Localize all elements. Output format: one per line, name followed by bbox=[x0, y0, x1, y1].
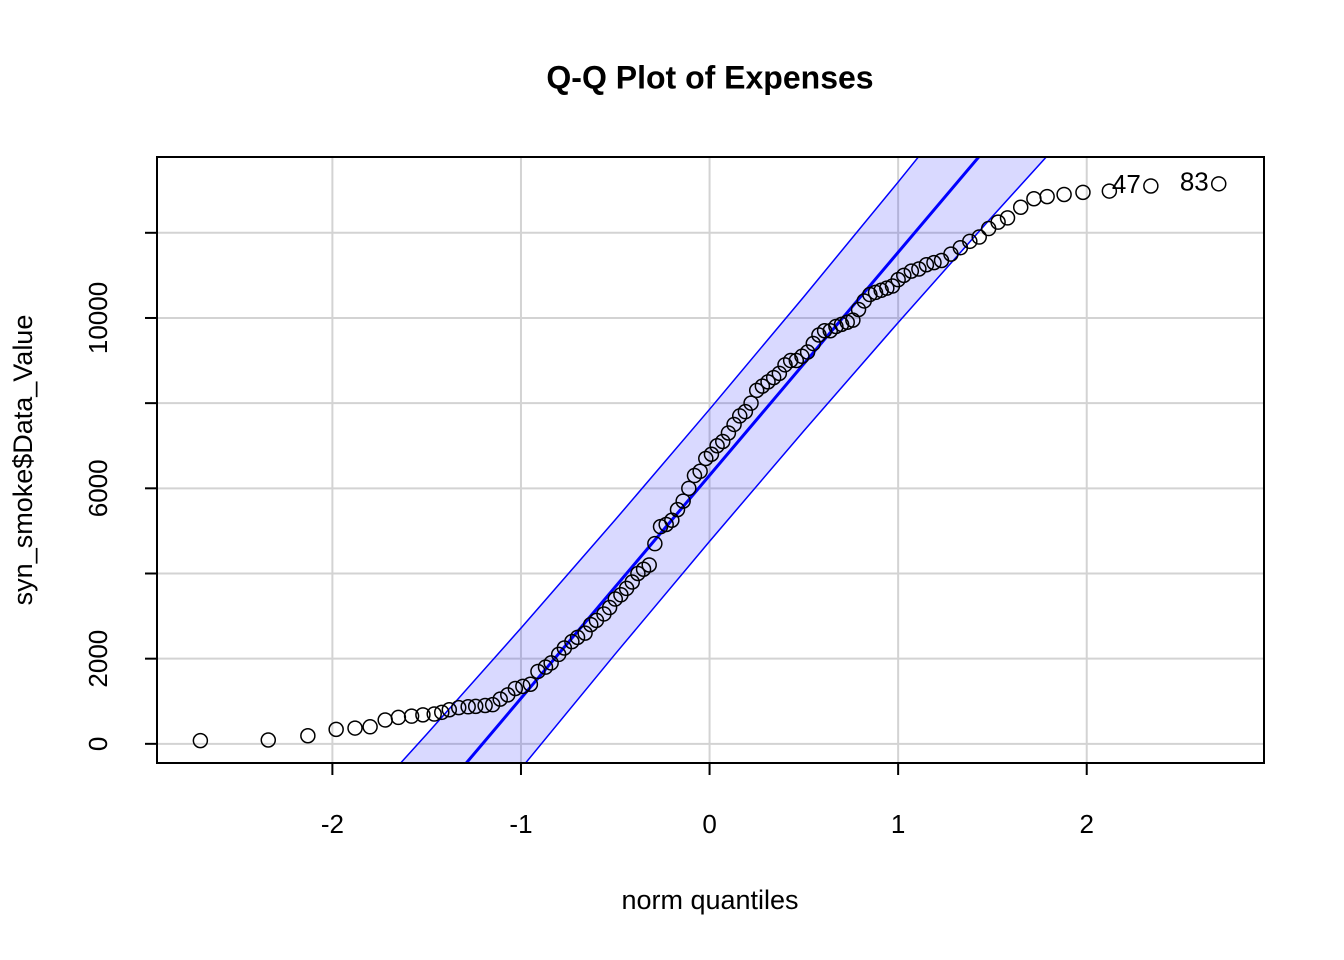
qq-point bbox=[962, 233, 978, 250]
reference-line bbox=[464, 157, 981, 763]
qq-point bbox=[1012, 199, 1029, 216]
y-tick-label: 6000 bbox=[83, 459, 113, 517]
qq-point bbox=[192, 732, 209, 749]
y-axis-title: syn_smoke$Data_Value bbox=[8, 315, 38, 606]
x-tick-label: -1 bbox=[509, 809, 532, 839]
qq-point bbox=[460, 699, 476, 715]
qq-point bbox=[782, 352, 799, 369]
qq-point bbox=[971, 229, 987, 245]
qq-point bbox=[911, 261, 927, 277]
qq-point bbox=[441, 702, 458, 718]
qq-point bbox=[669, 501, 686, 518]
qq-point bbox=[641, 557, 657, 573]
qq-point bbox=[1026, 190, 1042, 207]
qq-point bbox=[816, 323, 833, 339]
qq-point bbox=[624, 574, 640, 590]
qq-point bbox=[300, 727, 316, 744]
qq-point bbox=[415, 707, 431, 723]
x-tick-label: 0 bbox=[702, 809, 716, 839]
qq-point bbox=[260, 732, 277, 748]
qq-point bbox=[805, 335, 822, 352]
x-tick-label: -2 bbox=[321, 809, 344, 839]
qq-point bbox=[675, 493, 691, 509]
plot-frame bbox=[156, 156, 1265, 764]
qq-point bbox=[390, 709, 407, 726]
qq-point bbox=[507, 680, 524, 697]
point-label: 47 bbox=[1112, 169, 1141, 199]
axes: -2 -1 0 1 2 0 2000 6000 10000 47 83 bbox=[83, 167, 1209, 839]
qq-point bbox=[492, 691, 508, 707]
chart-title: Q-Q Plot of Expenses bbox=[546, 59, 873, 95]
qq-point bbox=[850, 301, 867, 318]
qq-point bbox=[726, 416, 742, 433]
qq-point bbox=[522, 676, 539, 692]
qq-point bbox=[1075, 184, 1091, 201]
qq-point bbox=[918, 256, 935, 273]
qq-point bbox=[601, 599, 618, 616]
x-axis-title: norm quantiles bbox=[621, 885, 798, 915]
grid bbox=[157, 157, 1264, 763]
qq-point bbox=[999, 210, 1016, 226]
qq-point bbox=[703, 446, 720, 463]
qq-point bbox=[715, 433, 731, 450]
qq-point bbox=[681, 480, 697, 497]
qq-point bbox=[450, 699, 467, 716]
qq-point bbox=[328, 721, 344, 738]
x-tick-label: 1 bbox=[891, 809, 905, 839]
qq-point bbox=[743, 395, 759, 411]
qq-point bbox=[903, 263, 920, 279]
qq-point bbox=[426, 706, 442, 722]
qq-point bbox=[530, 663, 546, 680]
qq-point bbox=[990, 214, 1006, 230]
qq-point bbox=[515, 678, 531, 695]
qq-point bbox=[1143, 178, 1159, 194]
qq-point bbox=[737, 403, 754, 420]
qq-point bbox=[1039, 188, 1055, 205]
plot-area bbox=[192, 157, 1227, 763]
x-tick-label: 2 bbox=[1079, 809, 1093, 839]
qq-point bbox=[362, 719, 378, 735]
qq-point bbox=[647, 535, 663, 552]
qq-point bbox=[1101, 183, 1118, 199]
qq-point bbox=[1210, 176, 1227, 192]
qq-point bbox=[692, 463, 708, 480]
qq-point bbox=[799, 344, 816, 360]
qq-point bbox=[926, 254, 942, 271]
qq-point bbox=[377, 712, 393, 728]
y-tick-label: 10000 bbox=[83, 282, 113, 354]
qq-point bbox=[434, 704, 450, 721]
qq-point bbox=[477, 697, 493, 714]
y-tick-label: 0 bbox=[83, 737, 113, 751]
qq-point bbox=[896, 267, 912, 284]
qq-point bbox=[347, 720, 363, 736]
qq-point bbox=[569, 629, 586, 646]
qq-point bbox=[467, 698, 484, 715]
y-tick-label: 2000 bbox=[83, 630, 113, 688]
qq-point bbox=[720, 425, 737, 441]
point-label: 83 bbox=[1180, 167, 1209, 197]
qq-point bbox=[403, 708, 420, 724]
qq-point bbox=[1056, 186, 1072, 203]
qq-point bbox=[577, 625, 593, 641]
qq-point bbox=[771, 365, 788, 382]
